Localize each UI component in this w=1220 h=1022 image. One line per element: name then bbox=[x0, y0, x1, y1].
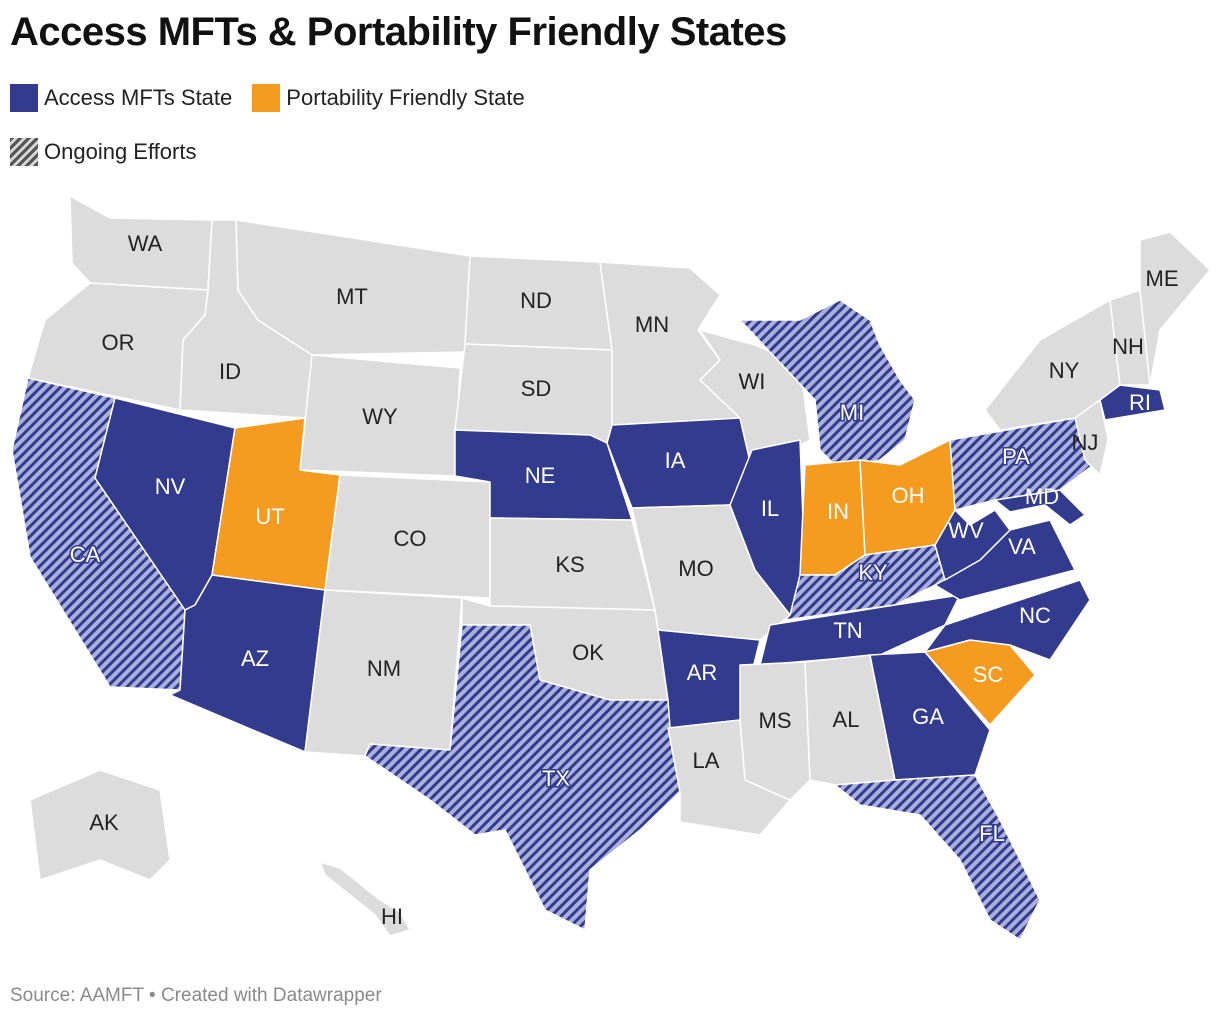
state-ak[interactable] bbox=[29, 769, 171, 881]
state-nc[interactable] bbox=[924, 579, 1091, 661]
state-label-nj: NJ bbox=[1072, 430, 1099, 455]
legend-item-portability: Portability Friendly State bbox=[252, 84, 525, 112]
state-label-al: AL bbox=[833, 707, 860, 732]
state-label-tx: TX bbox=[542, 766, 570, 791]
state-label-fl: FL bbox=[979, 821, 1005, 846]
state-wv[interactable] bbox=[934, 509, 1011, 581]
legend-label-portability: Portability Friendly State bbox=[286, 85, 525, 110]
legend-swatch-ongoing bbox=[10, 138, 38, 166]
state-ky[interactable] bbox=[784, 544, 946, 621]
state-label-ga: GA bbox=[912, 704, 944, 729]
state-label-nm: NM bbox=[367, 656, 401, 681]
state-label-ky: KY bbox=[858, 560, 888, 585]
state-label-in: IN bbox=[827, 499, 849, 524]
state-label-pa: PA bbox=[1002, 444, 1030, 469]
state-label-mn: MN bbox=[635, 312, 669, 337]
state-label-va: VA bbox=[1008, 534, 1036, 559]
state-label-mi: MI bbox=[840, 400, 864, 425]
state-label-ut: UT bbox=[255, 504, 284, 529]
state-label-ms: MS bbox=[759, 708, 792, 733]
state-label-nd: ND bbox=[520, 288, 552, 313]
state-label-wa: WA bbox=[128, 231, 163, 256]
legend-label-ongoing: Ongoing Efforts bbox=[44, 139, 197, 164]
state-label-md: MD bbox=[1025, 484, 1059, 509]
state-label-sd: SD bbox=[521, 376, 552, 401]
state-label-hi: HI bbox=[381, 904, 403, 929]
state-label-ri: RI bbox=[1129, 390, 1151, 415]
state-label-mo: MO bbox=[678, 556, 713, 581]
state-label-me: ME bbox=[1146, 266, 1179, 291]
state-label-sc: SC bbox=[973, 662, 1004, 687]
state-ga[interactable] bbox=[869, 651, 991, 781]
state-label-nv: NV bbox=[155, 474, 186, 499]
state-label-la: LA bbox=[693, 748, 720, 773]
legend-label-access: Access MFTs State bbox=[44, 85, 233, 110]
state-label-co: CO bbox=[394, 526, 427, 551]
state-label-ks: KS bbox=[555, 552, 584, 577]
legend-item-ongoing: Ongoing Efforts bbox=[10, 138, 196, 166]
state-label-ne: NE bbox=[525, 463, 556, 488]
state-label-ak: AK bbox=[89, 810, 119, 835]
state-nj[interactable] bbox=[1074, 399, 1109, 476]
state-label-nh: NH bbox=[1112, 334, 1144, 359]
legend-item-access: Access MFTs State bbox=[10, 84, 232, 112]
state-hi[interactable] bbox=[319, 861, 411, 937]
state-label-wi: WI bbox=[739, 369, 766, 394]
state-label-ca: CA bbox=[70, 542, 101, 567]
state-label-wv: WV bbox=[948, 518, 984, 543]
state-label-mt: MT bbox=[336, 284, 368, 309]
state-label-az: AZ bbox=[241, 646, 269, 671]
legend-ongoing-row: Ongoing Efforts bbox=[10, 138, 216, 166]
state-label-ar: AR bbox=[687, 660, 718, 685]
state-ri[interactable] bbox=[1099, 384, 1166, 421]
state-label-tn: TN bbox=[833, 618, 862, 643]
state-mi[interactable] bbox=[739, 299, 916, 471]
legend-swatch-portability bbox=[252, 84, 281, 112]
state-label-ok: OK bbox=[572, 640, 604, 665]
state-label-ia: IA bbox=[665, 448, 686, 473]
state-tx[interactable] bbox=[364, 624, 681, 931]
source-note: Source: AAMFT • Created with Datawrapper bbox=[10, 985, 382, 1006]
state-label-id: ID bbox=[219, 359, 241, 384]
map-title: Access MFTs & Portability Friendly State… bbox=[10, 10, 787, 54]
legend: Access MFTs State Portability Friendly S… bbox=[10, 84, 545, 112]
state-fl[interactable] bbox=[834, 774, 1041, 941]
us-map: WA OR CA NV ID MT WY UT AZ CO NM ND SD NE KS OK TX MN IA MO… bbox=[11, 195, 1211, 941]
legend-swatch-access bbox=[10, 84, 38, 112]
state-label-or: OR bbox=[102, 330, 135, 355]
state-label-il: IL bbox=[761, 496, 779, 521]
state-label-oh: OH bbox=[892, 483, 925, 508]
state-label-wy: WY bbox=[362, 404, 398, 429]
state-me[interactable] bbox=[1139, 231, 1211, 386]
state-label-nc: NC bbox=[1019, 603, 1051, 628]
state-label-ny: NY bbox=[1049, 358, 1080, 383]
